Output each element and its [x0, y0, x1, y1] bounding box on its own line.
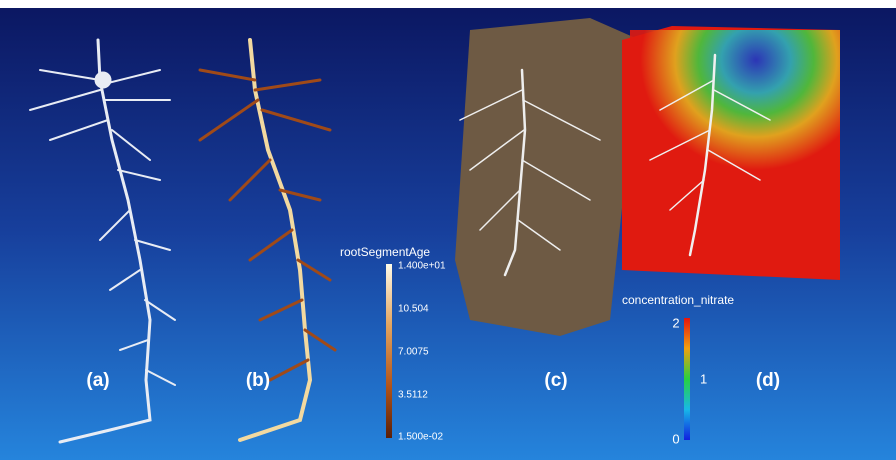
colorbar-title: concentration_nitrate — [622, 293, 734, 307]
colorbar-tick-label: 1 — [700, 371, 707, 386]
colorbar-tick-label: 3.5112 — [398, 390, 428, 401]
panel-label: (b) — [246, 370, 270, 391]
panel-label: (a) — [86, 370, 109, 391]
nitrate-field — [630, 30, 840, 230]
colorbar-tick-label: 2 — [672, 315, 679, 330]
colorbar-tick-label: 1.400e+01 — [398, 261, 446, 272]
colorbar-nitrate — [684, 318, 690, 440]
panel-label: (c) — [544, 370, 567, 391]
soil-box — [455, 18, 640, 336]
panel-label: (d) — [756, 370, 780, 391]
colorbar-tick-label: 7.0075 — [398, 347, 429, 358]
colorbar-tick-label: 1.500e-02 — [398, 432, 443, 443]
colorbar-age — [386, 264, 392, 438]
figure: rootSegmentAge 1.400e+01 10.504 7.0075 3… — [0, 0, 896, 460]
colorbar-tick-label: 0 — [672, 431, 679, 446]
colorbar-tick-label: 10.504 — [398, 304, 429, 315]
top-border — [0, 0, 896, 8]
colorbar-title: rootSegmentAge — [340, 245, 430, 259]
